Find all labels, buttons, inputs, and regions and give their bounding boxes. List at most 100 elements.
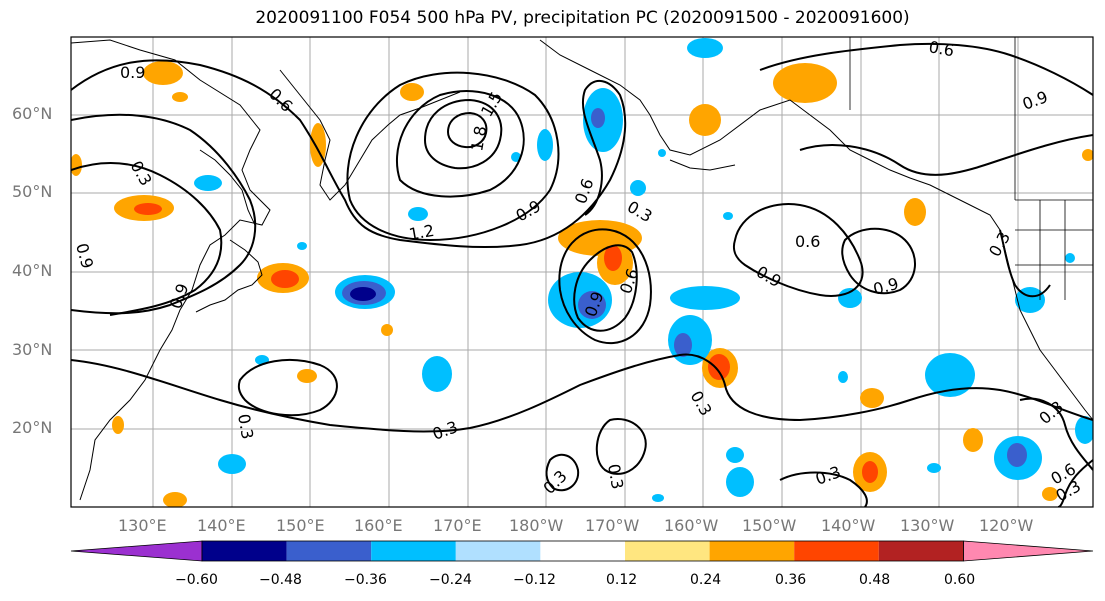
lon-label: 150°E <box>276 516 325 535</box>
colorbar-segment <box>455 541 541 561</box>
precip-blob-negative-strong <box>591 108 605 128</box>
lon-label: 130°E <box>118 516 167 535</box>
political-borders <box>849 37 1093 300</box>
precip-blob-negative <box>658 149 666 157</box>
lat-label: 40°N <box>12 261 53 280</box>
lon-label: 140°W <box>821 516 876 535</box>
colorbar-segment <box>540 541 625 561</box>
precip-blob-negative-strong <box>578 291 606 319</box>
coastlines <box>71 39 1093 501</box>
precip-blob-positive <box>860 388 884 408</box>
colorbar-segment <box>286 541 372 561</box>
precip-blob-positive <box>297 369 317 383</box>
colorbar-tick-label: −0.36 <box>344 572 387 588</box>
lon-label: 130°W <box>900 516 955 535</box>
pv-contour-0.3-small <box>595 418 647 475</box>
lon-label: 150°W <box>742 516 797 535</box>
colorbar-extend-min <box>70 540 203 562</box>
pv-contour-0.3-coast <box>999 229 1051 298</box>
precip-blob-negative <box>838 371 848 383</box>
precip-blob-negative-strong <box>674 333 692 357</box>
pv-contour-0.3-east <box>1019 397 1093 471</box>
precip-blob-negative <box>726 447 744 463</box>
precip-blob-positive <box>381 324 393 336</box>
colorbar-tick-label: 0.60 <box>944 572 976 588</box>
precip-blob-negative <box>1075 416 1093 444</box>
precip-blob-negative <box>927 463 941 473</box>
precip-blob-negative <box>838 288 862 308</box>
pv-contour-0.9-ridge <box>841 227 917 295</box>
precip-blob-negative <box>218 454 246 474</box>
pv-contour-0.9-trough <box>573 244 638 332</box>
precip-blob-negative <box>1065 253 1075 263</box>
pv-contour-1.8 <box>446 111 488 149</box>
colorbar-tick-label: 0.12 <box>606 572 638 588</box>
pv-contour-0.3-southeast <box>779 471 868 507</box>
pv-contour-0.3-small <box>545 453 580 492</box>
pv-contour-1.5 <box>423 98 503 170</box>
colorbar-tick-label: −0.24 <box>429 572 472 588</box>
precip-blob-positive <box>143 61 183 85</box>
kamchatka-coastline <box>279 69 461 201</box>
contour-label: 0.3 <box>604 462 627 490</box>
precip-blob-negative <box>726 467 754 497</box>
lat-label: 60°N <box>12 104 53 123</box>
pv-contour-0.3-island <box>237 359 338 417</box>
colorbar-outline <box>201 540 964 562</box>
colorbar-tick-label: 0.36 <box>775 572 807 588</box>
asia-coastline <box>71 39 271 501</box>
colorbar <box>70 540 1094 562</box>
lat-label: 50°N <box>12 182 53 201</box>
pv-contour-1.2 <box>395 90 525 198</box>
sakhalin-coastline <box>199 149 256 226</box>
precip-blob-negative <box>670 286 740 310</box>
lon-label: 160°E <box>354 516 403 535</box>
precip-blob-negative <box>194 175 222 191</box>
colorbar-tick-label: −0.60 <box>175 572 218 588</box>
lon-label: 140°E <box>197 516 246 535</box>
colorbar-segment <box>625 541 710 561</box>
contour-label: 0.9 <box>120 63 145 82</box>
contour-label: 0.3 <box>234 412 257 440</box>
precip-blob-positive <box>112 416 124 434</box>
lon-label: 180°W <box>509 516 564 535</box>
map-border <box>70 36 1094 508</box>
pv-contour-0.9-north <box>799 134 1093 176</box>
pv-contour-0.6-southeast <box>1057 459 1093 507</box>
pv-contour-0.6-north <box>759 42 1093 96</box>
lon-label: 170°E <box>433 516 482 535</box>
lat-label: 20°N <box>12 418 53 437</box>
colorbar-segment <box>202 541 287 561</box>
colorbar-extend-max <box>963 540 1094 562</box>
precip-blob-positive-strong <box>134 203 162 215</box>
precip-blob-negative <box>723 212 733 220</box>
pv-contour-0.6 <box>71 113 257 315</box>
colorbar-tick-label: 0.24 <box>690 572 722 588</box>
precip-blob-negative <box>925 353 975 397</box>
lon-label: 170°W <box>585 516 640 535</box>
colorbar-segments <box>70 540 1094 562</box>
precip-blob-positive <box>773 63 837 103</box>
north-america-coastline <box>539 39 1093 421</box>
colorbar-tick-label: −0.12 <box>513 572 556 588</box>
contour-label: 0.6 <box>795 232 820 251</box>
precip-blob-negative <box>652 494 664 502</box>
precip-blob-positive-strong <box>862 461 878 483</box>
lon-label: 160°W <box>664 516 719 535</box>
precip-blob-negative <box>408 207 428 221</box>
colorbar-segment <box>878 541 964 561</box>
aleutian-islands <box>669 159 736 171</box>
colorbar-segment <box>371 541 456 561</box>
precip-blob-negative-strongest <box>350 287 376 301</box>
precip-blob-positive <box>1082 149 1093 161</box>
pv-contour-0.3 <box>71 162 223 316</box>
colorbar-segment <box>794 541 879 561</box>
precip-anomaly-shading <box>71 38 1093 507</box>
precip-blob-negative <box>297 242 307 250</box>
precip-blob-positive <box>163 492 187 507</box>
precip-blob-negative <box>422 356 452 392</box>
precip-blob-positive <box>904 198 926 226</box>
pv-contour-0.9 <box>71 59 627 249</box>
precip-blob-positive <box>172 92 188 102</box>
